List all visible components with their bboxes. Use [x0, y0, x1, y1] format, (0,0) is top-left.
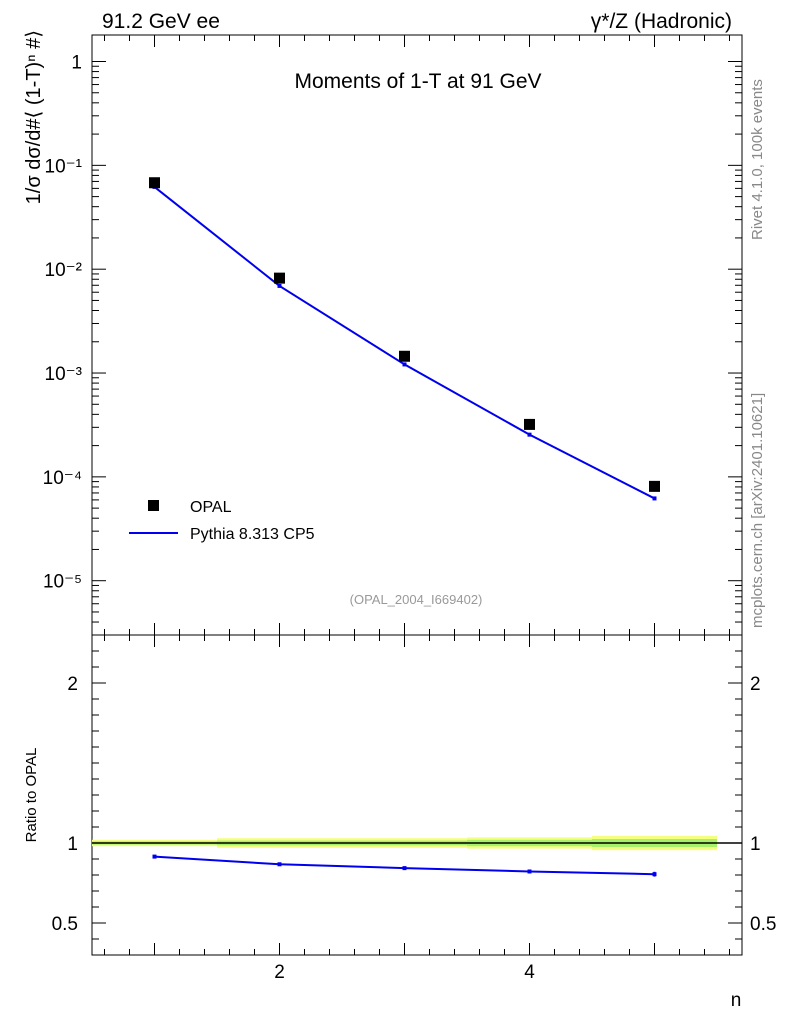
x-tick-label: 4	[524, 962, 535, 983]
analysis-label: (OPAL_2004_I669402)	[350, 592, 483, 607]
rivet-version-label: Rivet 4.1.0, 100k events	[749, 79, 766, 240]
legend-data-label: OPAL	[190, 499, 232, 516]
ratio-point	[652, 872, 657, 877]
ratio-frame	[91, 634, 743, 956]
main-panel: 1 10⁻¹ 10⁻² 10⁻³ 10⁻⁴ 10⁻⁵ Moments of 1-T at …	[23, 30, 743, 636]
mc-point	[527, 432, 532, 437]
main-frame	[91, 34, 743, 636]
ratio-panel: 2 4 0.5 0.5 1 1 2 2 Ratio to OPAL n	[23, 634, 776, 1011]
ratio-y-axis-label: Ratio to OPAL	[23, 748, 40, 843]
ratio-axis-ticks: 2 4 0.5 0.5 1 1 2 2	[52, 634, 776, 983]
mc-point	[652, 496, 657, 501]
data-marker	[524, 418, 535, 430]
y-tick-label: 2	[67, 674, 78, 695]
main-data-layer	[149, 177, 660, 501]
data-marker	[274, 272, 285, 284]
legend-mc-label: Pythia 8.313 CP5	[190, 526, 315, 543]
header-process: γ*/Z (Hadronic)	[591, 10, 732, 33]
chart-title: Moments of 1-T at 91 GeV	[294, 70, 541, 93]
ratio-point	[402, 866, 407, 871]
legend: OPAL Pythia 8.313 CP5	[129, 499, 315, 543]
y-tick-label: 10⁻⁴	[43, 468, 82, 489]
x-tick-label: 2	[274, 962, 285, 983]
ratio-point	[527, 869, 532, 874]
mcplots-label: mcplots.cern.ch [arXiv:2401.10621]	[749, 393, 766, 628]
y-tick-label: 10⁻¹	[45, 156, 83, 177]
mc-point	[277, 283, 282, 288]
data-marker	[149, 177, 160, 189]
y-tick-label: 10⁻⁵	[43, 572, 82, 593]
y-tick-label: 10⁻²	[45, 260, 83, 281]
mc-line	[153, 186, 655, 500]
mc-point	[402, 362, 407, 367]
ratio-uncertainty-band	[92, 835, 742, 851]
y-tick-label-right: 1	[750, 834, 761, 855]
y-tick-label: 1	[67, 834, 78, 855]
y-tick-label: 10⁻³	[45, 364, 83, 385]
y-tick-label-right: 0.5	[750, 914, 776, 935]
ratio-point	[277, 862, 282, 867]
ratio-data-layer	[152, 854, 657, 877]
x-axis-label: n	[731, 990, 742, 1011]
main-y-axis-label: 1/σ dσ/d#⟨ (1-T)ⁿ #⟩	[23, 30, 45, 204]
ratio-point	[152, 854, 157, 859]
y-tick-label-right: 2	[750, 674, 761, 695]
y-tick-label: 0.5	[52, 914, 78, 935]
ratio-line	[154, 855, 655, 876]
y-tick-label: 1	[71, 53, 82, 74]
data-marker	[649, 480, 660, 492]
data-marker	[399, 350, 410, 362]
header-energy: 91.2 GeV ee	[102, 10, 220, 33]
main-axis-ticks: 1 10⁻¹ 10⁻² 10⁻³ 10⁻⁴ 10⁻⁵	[43, 35, 742, 636]
legend-data-marker	[148, 500, 159, 511]
